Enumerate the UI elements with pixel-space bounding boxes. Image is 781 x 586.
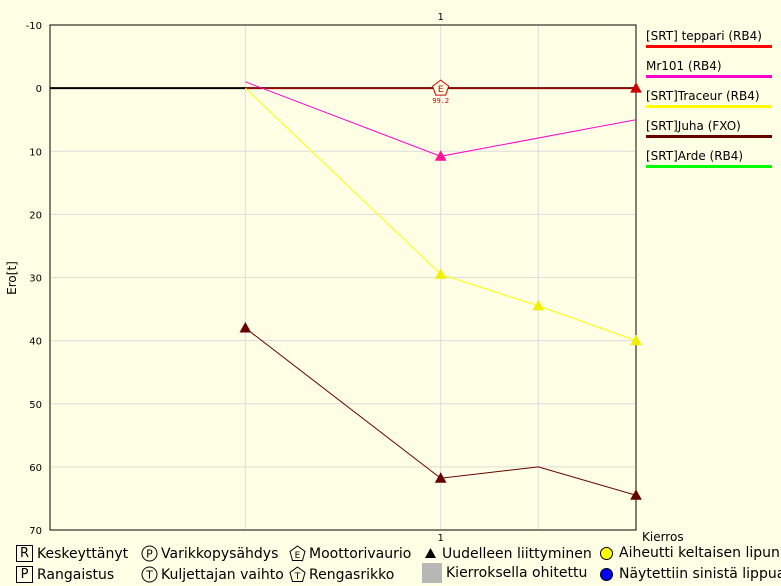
key-penalty: P Rangaistus bbox=[16, 566, 114, 583]
legend-label: Mr101 (RB4) bbox=[646, 59, 722, 73]
data-point bbox=[434, 472, 447, 483]
data-point bbox=[630, 489, 642, 500]
annotation-symbol: E bbox=[438, 85, 444, 95]
legend-item-mr101[interactable]: Mr101 (RB4) bbox=[646, 59, 772, 78]
key-tyre-failure: T Rengasrikko bbox=[289, 566, 394, 583]
key-driver-change: T Kuljettajan vaihto bbox=[141, 566, 284, 583]
key-pit-refuel: P Varikkopysähdys bbox=[141, 545, 278, 562]
key-label: Moottorivaurio bbox=[309, 545, 412, 562]
engine-failure-icon: E bbox=[289, 545, 306, 562]
series-line-2 bbox=[244, 87, 637, 342]
data-point bbox=[434, 150, 447, 161]
engine-failure-icon bbox=[432, 79, 450, 96]
key-blue-flag: Näytettiin sinistä lippua bbox=[598, 566, 781, 582]
legend-swatch bbox=[646, 165, 772, 168]
key-retired: R Keskeyttänyt bbox=[16, 545, 128, 562]
key-rejoin: Uudelleen liittyminen bbox=[422, 545, 592, 562]
legend-swatch bbox=[646, 45, 772, 48]
lapped-swatch bbox=[422, 563, 442, 583]
data-point bbox=[532, 299, 545, 311]
x-axis-label: Kierros bbox=[642, 530, 684, 544]
yellow-flag-icon bbox=[600, 546, 613, 560]
x-tick-label: 1 bbox=[437, 533, 443, 544]
y-tick-label: 0 bbox=[36, 84, 42, 95]
svg-text:T: T bbox=[145, 569, 153, 582]
legend-swatch bbox=[646, 75, 772, 78]
y-tick-label: 20 bbox=[29, 210, 42, 221]
y-tick-label: 70 bbox=[29, 526, 42, 537]
penalty-icon: P bbox=[16, 566, 33, 583]
legend-label: [SRT]Juha (FXO) bbox=[646, 119, 741, 133]
data-point bbox=[630, 82, 642, 93]
data-point bbox=[630, 334, 642, 346]
legend-swatch bbox=[646, 135, 772, 138]
data-point bbox=[434, 268, 447, 279]
key-label: Aiheutti keltaisen lipun bbox=[619, 545, 780, 561]
data-point bbox=[239, 321, 252, 333]
pit-refuel-icon: P bbox=[141, 545, 158, 562]
svg-text:T: T bbox=[294, 572, 301, 582]
y-axis-label: Ero[t] bbox=[5, 261, 19, 295]
driver-change-icon: T bbox=[141, 566, 158, 583]
key-label: Näytettiin sinistä lippua bbox=[619, 566, 781, 582]
key-label: Kuljettajan vaihto bbox=[161, 566, 284, 583]
y-tick-label: 40 bbox=[29, 337, 42, 348]
key-label: Keskeyttänyt bbox=[37, 545, 129, 562]
legend-item-arde[interactable]: [SRT]Arde (RB4) bbox=[646, 149, 772, 168]
key-label: Kierroksella ohitettu bbox=[446, 565, 588, 581]
key-label: Rangaistus bbox=[37, 566, 115, 583]
legend-item-juha[interactable]: [SRT]Juha (FXO) bbox=[646, 119, 772, 138]
retired-icon: R bbox=[16, 545, 33, 562]
top-x-tick-label: 1 bbox=[437, 12, 443, 23]
key-engine-failure: E Moottorivaurio bbox=[289, 545, 411, 562]
y-tick-label: -10 bbox=[26, 21, 42, 32]
svg-text:P: P bbox=[146, 548, 153, 561]
key-yellow-flag: Aiheutti keltaisen lipun bbox=[598, 545, 780, 561]
blue-flag-icon bbox=[600, 567, 613, 581]
annotation-label: 99.2 bbox=[432, 97, 449, 105]
legend-item-traceur[interactable]: [SRT]Traceur (RB4) bbox=[646, 89, 772, 108]
series-line-3 bbox=[245, 327, 637, 496]
key-lapped: Kierroksella ohitettu bbox=[422, 563, 587, 583]
y-tick-label: 30 bbox=[29, 274, 42, 285]
svg-text:E: E bbox=[295, 551, 301, 561]
key-label: Uudelleen liittyminen bbox=[442, 545, 592, 562]
legend-label: [SRT]Arde (RB4) bbox=[646, 149, 744, 163]
key-label: Rengasrikko bbox=[309, 566, 395, 583]
y-tick-label: 50 bbox=[29, 400, 42, 411]
rejoin-icon bbox=[422, 545, 439, 562]
y-tick-label: 10 bbox=[29, 147, 42, 158]
legend-label: [SRT] teppari (RB4) bbox=[646, 29, 762, 43]
legend-swatch bbox=[646, 105, 772, 108]
tyre-failure-icon: T bbox=[289, 566, 306, 583]
legend-label: [SRT]Traceur (RB4) bbox=[646, 89, 760, 103]
legend-item-teppari[interactable]: [SRT] teppari (RB4) bbox=[646, 29, 772, 48]
y-tick-label: 60 bbox=[29, 463, 42, 474]
key-label: Varikkopysähdys bbox=[161, 545, 279, 562]
